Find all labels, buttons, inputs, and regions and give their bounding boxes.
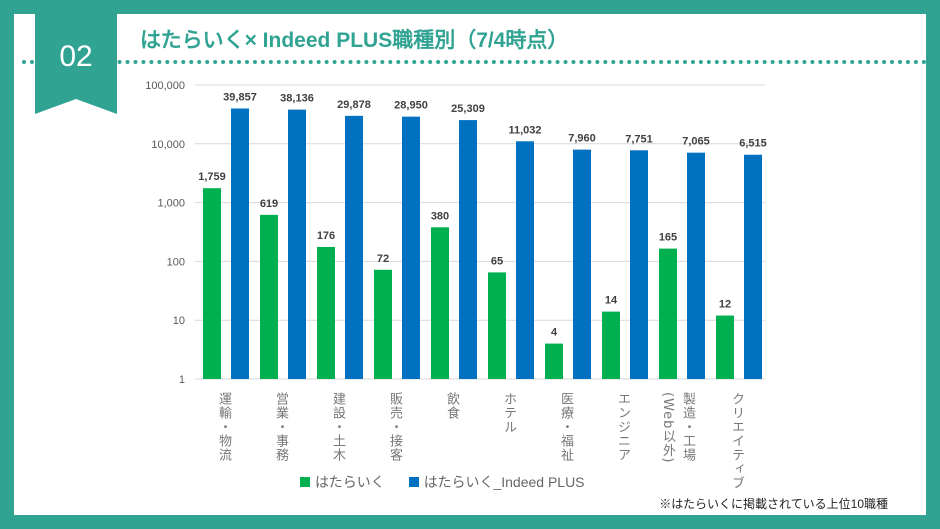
bar (288, 109, 306, 379)
bar (744, 154, 762, 379)
bar (488, 272, 506, 379)
x-tick-label: クリエイティブ (729, 392, 744, 490)
legend-item-hataraiku: はたらいく (300, 472, 385, 492)
data-label: 12 (719, 299, 731, 311)
x-tick-label: エンジニア (615, 392, 630, 462)
x-tick-label: (Web以外) (660, 392, 676, 464)
bar (345, 115, 363, 379)
bar (659, 248, 677, 379)
data-label: 39,857 (223, 91, 257, 103)
y-tick-label: 1,000 (157, 198, 185, 210)
x-tick-label: 建設・土木 (330, 392, 346, 462)
bar (459, 120, 477, 379)
bar (602, 311, 620, 379)
bar (516, 141, 534, 379)
data-label: 72 (377, 253, 389, 265)
x-tick-label: 製造・工場 (680, 392, 696, 462)
x-tick-label: ホテル (501, 392, 516, 434)
y-tick-label: 10,000 (151, 139, 185, 151)
y-tick-label: 1 (179, 374, 185, 386)
bar (231, 108, 249, 379)
y-tick-label: 100,000 (145, 80, 185, 92)
x-tick-label: 飲食 (444, 391, 460, 420)
bar (317, 246, 335, 379)
legend-label: はたらいく_Indeed PLUS (423, 474, 585, 490)
bar (431, 227, 449, 379)
data-label: 29,878 (337, 99, 371, 111)
data-label: 380 (431, 210, 449, 222)
bar (203, 188, 221, 379)
legend-label: はたらいく (315, 474, 385, 490)
data-label: 38,136 (280, 93, 314, 105)
bar (545, 343, 563, 379)
data-label: 14 (605, 295, 618, 307)
bar (260, 214, 278, 379)
data-label: 4 (551, 327, 558, 339)
footnote: ※はたらいくに掲載されている上位10職種 (659, 497, 888, 511)
data-label: 1,759 (198, 171, 226, 183)
legend: はたらいく はたらいく_Indeed PLUS (300, 472, 585, 492)
x-tick-label: 販売・接客 (387, 392, 403, 462)
data-label: 7,960 (568, 133, 596, 145)
data-label: 165 (659, 232, 677, 244)
bar (716, 315, 734, 379)
data-label: 619 (260, 198, 278, 210)
section-badge: 02 (35, 14, 117, 114)
x-tick-label: 医療・福祉 (558, 392, 574, 462)
y-tick-label: 100 (167, 256, 185, 268)
legend-swatch (408, 477, 419, 487)
data-label: 176 (317, 230, 335, 242)
x-tick-label: 運輸・物流 (216, 392, 232, 462)
bar (374, 269, 392, 379)
data-label: 25,309 (451, 103, 485, 115)
data-label: 65 (491, 255, 503, 267)
data-label: 6,515 (739, 138, 767, 150)
bar (402, 116, 420, 380)
bar (687, 152, 705, 379)
legend-item-indeed-plus: はたらいく_Indeed PLUS (408, 472, 585, 492)
legend-swatch (300, 477, 310, 487)
data-label: 7,065 (682, 136, 710, 148)
dotted-divider (22, 60, 927, 64)
x-tick-label: 営業・事務 (273, 392, 289, 462)
data-label: 28,950 (394, 100, 428, 112)
data-label: 11,032 (508, 124, 541, 136)
bar (573, 149, 591, 379)
data-label: 7,751 (625, 133, 653, 145)
section-number: 02 (59, 40, 93, 73)
slide-title: はたらいく× Indeed PLUS職種別（7/4時点） (140, 29, 569, 52)
y-tick-label: 10 (173, 315, 185, 327)
bar (630, 150, 648, 379)
